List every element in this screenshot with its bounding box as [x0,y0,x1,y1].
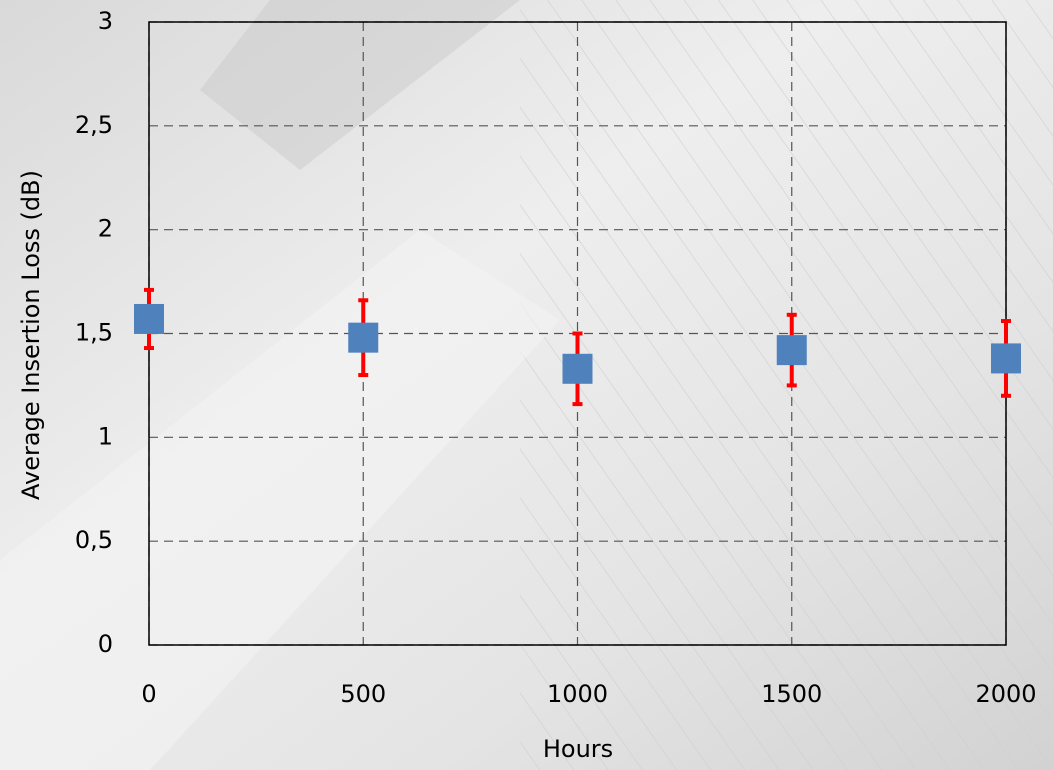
data-point [348,323,378,353]
y-tick-label: 1 [98,422,113,450]
y-axis-label: Average Insertion Loss (dB) [17,170,45,500]
y-tick-label: 0,5 [75,526,113,554]
background-texture [520,0,1053,770]
data-point [991,343,1021,373]
x-tick-label: 0 [141,680,156,708]
y-tick-label: 0 [98,630,113,658]
x-axis-label: Hours [543,735,613,763]
chart: Hours Average Insertion Loss (dB) 0 0,5 1 1… [0,0,1053,770]
x-tick-label: 1000 [547,680,608,708]
x-tick-label: 500 [340,680,386,708]
y-tick-label: 2,5 [75,111,113,139]
data-point [563,354,593,384]
y-tick-label: 2 [98,215,113,243]
y-tick-label: 1,5 [75,319,113,347]
data-point [777,335,807,365]
y-tick-label: 3 [98,7,113,35]
x-tick-label: 1500 [761,680,822,708]
data-point [134,304,164,334]
x-tick-label: 2000 [975,680,1036,708]
